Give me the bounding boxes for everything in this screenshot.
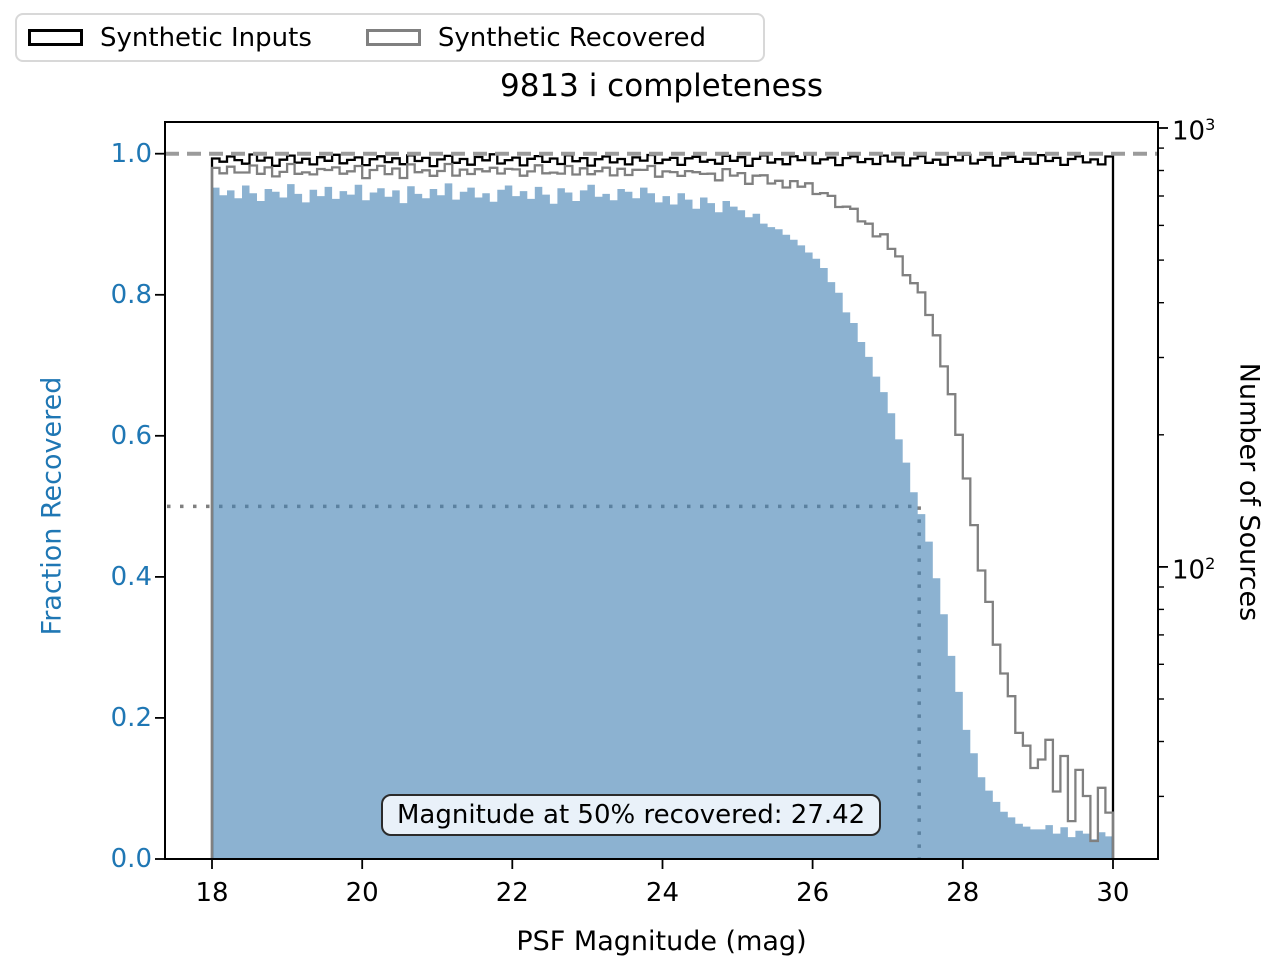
recovered-swatch-icon (365, 29, 421, 46)
legend-label: Synthetic Inputs (100, 22, 312, 53)
fraction-recovered-fill (212, 183, 1113, 859)
x-tick-label: 30 (1096, 878, 1130, 908)
annotation-50pct-box: Magnitude at 50% recovered: 27.42 (381, 794, 882, 836)
synthetic-recovered-step (210, 162, 1115, 859)
inputs-swatch-icon (28, 29, 83, 46)
y-left-tick-label: 0.0 (110, 844, 152, 874)
legend-box: Synthetic Inputs Synthetic Recovered (15, 13, 765, 62)
legend-item-synthetic-recovered: Synthetic Recovered (365, 22, 707, 53)
x-tick-label: 26 (796, 878, 830, 908)
y-left-tick-label: 1.0 (110, 138, 152, 169)
x-tick-label: 28 (946, 878, 980, 908)
legend-item-synthetic-inputs: Synthetic Inputs (28, 23, 312, 53)
y-right-tick-label: 103 (1172, 115, 1216, 147)
x-tick-label: 22 (495, 878, 529, 908)
y-right-tick-label: 102 (1172, 553, 1216, 586)
x-tick-label: 20 (345, 878, 379, 908)
y-left-tick-label: 0.2 (110, 702, 152, 733)
synthetic-inputs-step (210, 153, 1115, 859)
right-y-axis-label: Number of Sources (1233, 362, 1265, 622)
y-left-tick-label: 0.4 (110, 561, 152, 592)
left-y-axis-label: Fraction Recovered (36, 376, 68, 636)
legend-label: Synthetic Recovered (437, 22, 707, 53)
y-left-tick-label: 0.6 (110, 420, 152, 451)
x-tick-label: 18 (195, 878, 229, 908)
x-axis-label: PSF Magnitude (mag) (516, 926, 807, 957)
axes-frame (164, 121, 1159, 860)
x-tick-label: 24 (645, 878, 680, 908)
page-title: 9813 i completeness (499, 68, 824, 104)
y-left-tick-label: 0.8 (110, 279, 152, 310)
